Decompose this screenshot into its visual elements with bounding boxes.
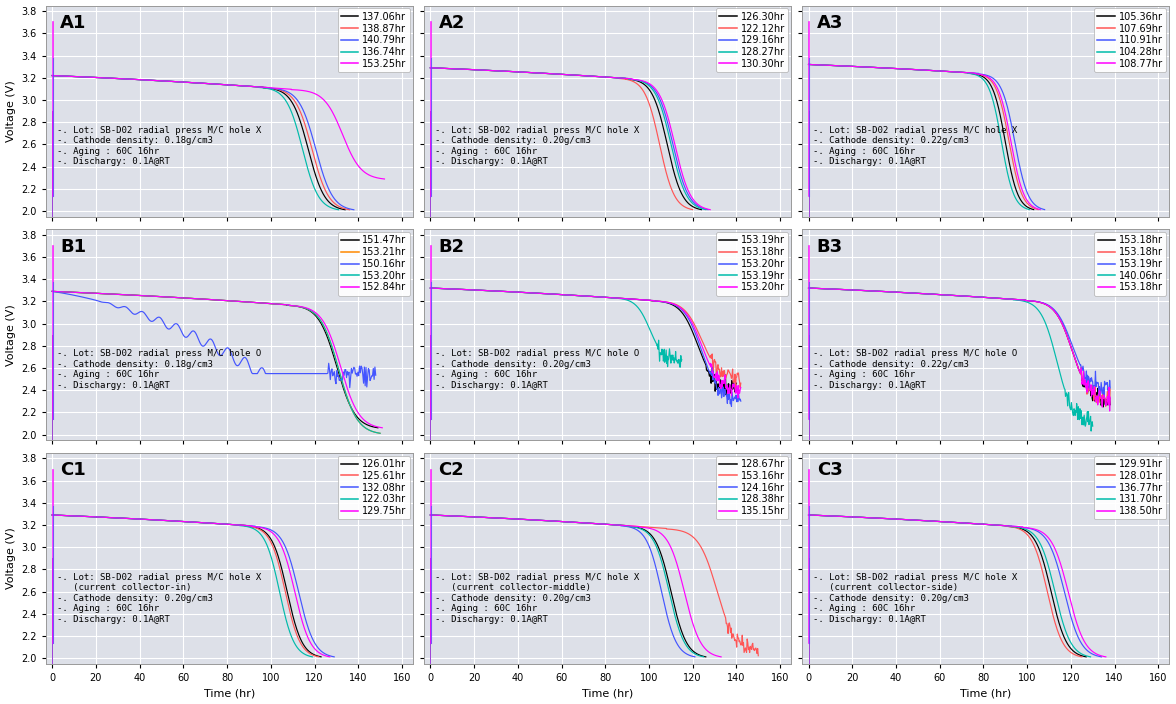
Text: A3: A3 xyxy=(816,14,843,32)
Legend: 126.30hr, 122.12hr, 129.16hr, 128.27hr, 130.30hr: 126.30hr, 122.12hr, 129.16hr, 128.27hr, … xyxy=(716,8,788,73)
Legend: 129.91hr, 128.01hr, 136.77hr, 131.70hr, 138.50hr: 129.91hr, 128.01hr, 136.77hr, 131.70hr, … xyxy=(1094,455,1167,520)
Legend: 126.01hr, 125.61hr, 132.08hr, 122.03hr, 129.75hr: 126.01hr, 125.61hr, 132.08hr, 122.03hr, … xyxy=(338,455,410,520)
Text: -. Lot: SB-D02 radial press M/C hole X
   (current collector-side)
-. Cathode de: -. Lot: SB-D02 radial press M/C hole X (… xyxy=(813,573,1017,624)
X-axis label: Time (hr): Time (hr) xyxy=(582,689,633,698)
Text: -. Lot: SB-D02 radial press M/C hole X
-. Cathode density: 0.18g/cm3
-. Aging : : -. Lot: SB-D02 radial press M/C hole X -… xyxy=(56,126,261,166)
Text: -. Lot: SB-D02 radial press M/C hole X
   (current collector-in)
-. Cathode dens: -. Lot: SB-D02 radial press M/C hole X (… xyxy=(56,573,261,624)
Text: -. Lot: SB-D02 radial press M/C hole O
-. Cathode density: 0.18g/cm3
-. Aging : : -. Lot: SB-D02 radial press M/C hole O -… xyxy=(56,349,261,390)
X-axis label: Time (hr): Time (hr) xyxy=(960,689,1011,698)
Text: -. Lot: SB-D02 radial press M/C hole O
-. Cathode density: 0.20g/cm3
-. Aging : : -. Lot: SB-D02 radial press M/C hole O -… xyxy=(435,349,639,390)
Legend: 151.47hr, 153.21hr, 150.16hr, 153.20hr, 152.84hr: 151.47hr, 153.21hr, 150.16hr, 153.20hr, … xyxy=(338,232,410,296)
Text: B2: B2 xyxy=(439,238,465,256)
Text: -. Lot: SB-D02 radial press M/C hole X
-. Cathode density: 0.22g/cm3
-. Aging : : -. Lot: SB-D02 radial press M/C hole X -… xyxy=(813,126,1017,166)
Y-axis label: Voltage (V): Voltage (V) xyxy=(6,80,15,142)
Text: -. Lot: SB-D02 radial press M/C hole O
-. Cathode density: 0.22g/cm3
-. Aging : : -. Lot: SB-D02 radial press M/C hole O -… xyxy=(813,349,1017,390)
Text: C3: C3 xyxy=(816,461,842,479)
X-axis label: Time (hr): Time (hr) xyxy=(203,689,255,698)
Legend: 153.19hr, 153.18hr, 153.20hr, 153.19hr, 153.20hr: 153.19hr, 153.18hr, 153.20hr, 153.19hr, … xyxy=(716,232,788,296)
Legend: 137.06hr, 138.87hr, 140.79hr, 136.74hr, 153.25hr: 137.06hr, 138.87hr, 140.79hr, 136.74hr, … xyxy=(338,8,410,73)
Legend: 153.18hr, 153.18hr, 153.19hr, 140.06hr, 153.18hr: 153.18hr, 153.18hr, 153.19hr, 140.06hr, … xyxy=(1094,232,1167,296)
Text: B1: B1 xyxy=(60,238,87,256)
Text: A1: A1 xyxy=(60,14,87,32)
Text: C2: C2 xyxy=(439,461,465,479)
Text: A2: A2 xyxy=(439,14,465,32)
Legend: 128.67hr, 153.16hr, 124.16hr, 128.38hr, 135.15hr: 128.67hr, 153.16hr, 124.16hr, 128.38hr, … xyxy=(716,455,788,520)
Text: -. Lot: SB-D02 radial press M/C hole X
-. Cathode density: 0.20g/cm3
-. Aging : : -. Lot: SB-D02 radial press M/C hole X -… xyxy=(435,126,639,166)
Text: B3: B3 xyxy=(816,238,843,256)
Text: -. Lot: SB-D02 radial press M/C hole X
   (current collector-middle)
-. Cathode : -. Lot: SB-D02 radial press M/C hole X (… xyxy=(435,573,639,624)
Text: C1: C1 xyxy=(60,461,86,479)
Y-axis label: Voltage (V): Voltage (V) xyxy=(6,527,15,589)
Legend: 105.36hr, 107.69hr, 110.91hr, 104.28hr, 108.77hr: 105.36hr, 107.69hr, 110.91hr, 104.28hr, … xyxy=(1094,8,1167,73)
Y-axis label: Voltage (V): Voltage (V) xyxy=(6,304,15,365)
